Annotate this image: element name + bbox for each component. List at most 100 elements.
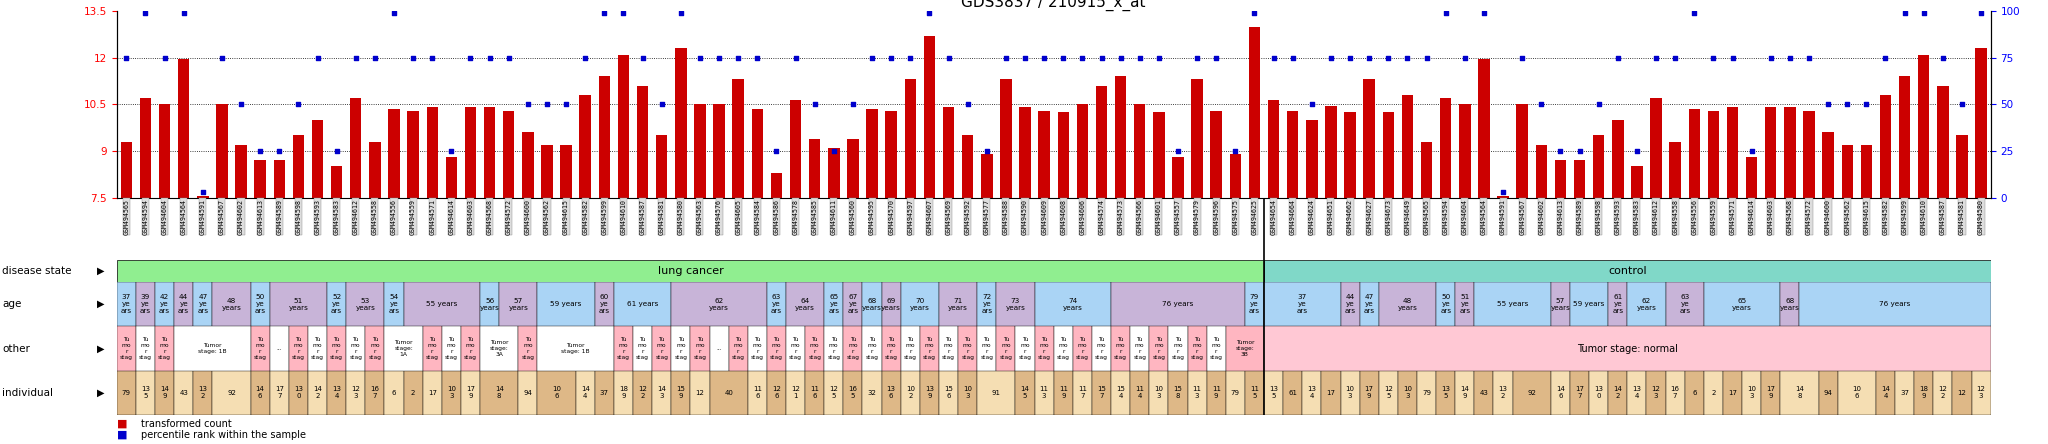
Text: 39
ye
ars: 39 ye ars (139, 294, 152, 314)
Bar (999, 79, 1012, 198)
Bar (1249, 27, 1260, 198)
Bar (1972, 371, 1991, 415)
Bar (1550, 282, 1571, 326)
Point (1276, 54, 1309, 61)
Point (606, 9, 639, 16)
Point (1487, 188, 1520, 195)
Bar (1800, 282, 1991, 326)
Text: 40: 40 (725, 390, 733, 396)
Text: transformed count: transformed count (141, 419, 231, 429)
Point (1448, 54, 1481, 61)
Text: ...: ... (717, 346, 721, 351)
Point (799, 101, 831, 108)
Text: 10
3: 10 3 (1155, 386, 1163, 400)
Text: GSM494593: GSM494593 (1614, 199, 1620, 235)
Bar (633, 326, 651, 371)
Bar (1378, 371, 1399, 415)
Text: 59 years: 59 years (551, 301, 582, 307)
Text: GSM494563: GSM494563 (696, 199, 702, 235)
Bar (1571, 282, 1608, 326)
Bar (672, 371, 690, 415)
Point (1124, 54, 1157, 61)
Text: Tu
mo
r
stag: Tu mo r stag (1190, 337, 1204, 360)
Point (569, 54, 602, 61)
Bar (766, 371, 786, 415)
Bar (1020, 107, 1030, 198)
Text: GSM494559: GSM494559 (410, 199, 416, 235)
Text: Tu
mo
r
stag: Tu mo r stag (846, 337, 860, 360)
Text: Tu
mo
r
stag: Tu mo r stag (1096, 337, 1108, 360)
Bar (614, 371, 633, 415)
Text: GSM494608: GSM494608 (1061, 199, 1067, 235)
Text: Tu
mo
r
stag: Tu mo r stag (981, 337, 993, 360)
Bar (786, 282, 823, 326)
Text: GSM494604: GSM494604 (1462, 199, 1468, 235)
Text: GSM494567: GSM494567 (1520, 199, 1526, 235)
Text: control: control (1608, 266, 1647, 276)
Text: GSM494575: GSM494575 (1233, 199, 1239, 235)
Text: Tu
mo
r
stag: Tu mo r stag (522, 337, 535, 360)
Bar (1628, 371, 1647, 415)
Bar (938, 326, 958, 371)
Point (1354, 54, 1386, 61)
Point (1028, 54, 1061, 61)
Text: GSM494596: GSM494596 (1212, 199, 1219, 235)
Text: GSM494591: GSM494591 (201, 199, 205, 235)
Point (1659, 54, 1692, 61)
Bar (500, 282, 537, 326)
Point (1526, 101, 1559, 108)
Text: GSM494564: GSM494564 (1481, 199, 1487, 235)
Text: Tu
mo
r
stag: Tu mo r stag (1133, 337, 1147, 360)
Bar (385, 371, 403, 415)
Text: GSM494673: GSM494673 (1384, 199, 1391, 235)
Bar (1038, 111, 1051, 198)
Bar (307, 326, 328, 371)
Bar (786, 326, 805, 371)
Bar (1245, 371, 1264, 415)
Text: 42
ye
ars: 42 ye ars (160, 294, 170, 314)
Text: 2: 2 (412, 390, 416, 396)
Bar (1784, 107, 1796, 198)
Text: GSM494654: GSM494654 (1270, 199, 1276, 235)
Point (473, 54, 506, 61)
Text: GSM494625: GSM494625 (1251, 199, 1257, 235)
Point (1200, 54, 1233, 61)
Text: 13
5: 13 5 (1270, 386, 1278, 400)
Bar (1417, 371, 1436, 415)
Text: GSM494572: GSM494572 (1806, 199, 1812, 235)
Text: Tu
mo
r
stag: Tu mo r stag (1210, 337, 1223, 360)
Text: GSM494599: GSM494599 (1903, 199, 1907, 235)
Bar (197, 196, 209, 198)
Bar (408, 111, 420, 198)
Bar (1360, 371, 1378, 415)
Text: GSM494556: GSM494556 (391, 199, 397, 235)
Text: Tu
mo
r
stag: Tu mo r stag (637, 337, 649, 360)
Text: 11
9: 11 9 (1059, 386, 1067, 400)
Text: Tu
mo
r
stag: Tu mo r stag (942, 337, 954, 360)
Text: 13
2: 13 2 (1499, 386, 1507, 400)
Text: 13
2: 13 2 (199, 386, 207, 400)
Point (664, 9, 696, 16)
Point (950, 101, 983, 108)
Bar (977, 326, 995, 371)
Text: GSM494595: GSM494595 (868, 199, 874, 235)
Text: GSM494662: GSM494662 (1348, 199, 1354, 235)
Text: Tu
mo
r
stag: Tu mo r stag (655, 337, 668, 360)
Bar (1227, 371, 1245, 415)
Text: Tu
mo
r
stag: Tu mo r stag (1057, 337, 1069, 360)
Bar (1898, 76, 1911, 198)
Text: 50
ye
ars: 50 ye ars (1440, 294, 1452, 314)
Text: 61: 61 (1288, 390, 1296, 396)
Bar (580, 95, 592, 198)
Text: 13
5: 13 5 (1442, 386, 1450, 400)
Point (1239, 9, 1272, 16)
Point (684, 54, 717, 61)
Point (358, 54, 391, 61)
Bar (1612, 120, 1624, 198)
Text: GSM494591: GSM494591 (1499, 199, 1505, 235)
Bar (1780, 371, 1819, 415)
Bar (442, 326, 461, 371)
Bar (823, 371, 844, 415)
Bar (594, 282, 614, 326)
Text: GSM494590: GSM494590 (1022, 199, 1028, 235)
